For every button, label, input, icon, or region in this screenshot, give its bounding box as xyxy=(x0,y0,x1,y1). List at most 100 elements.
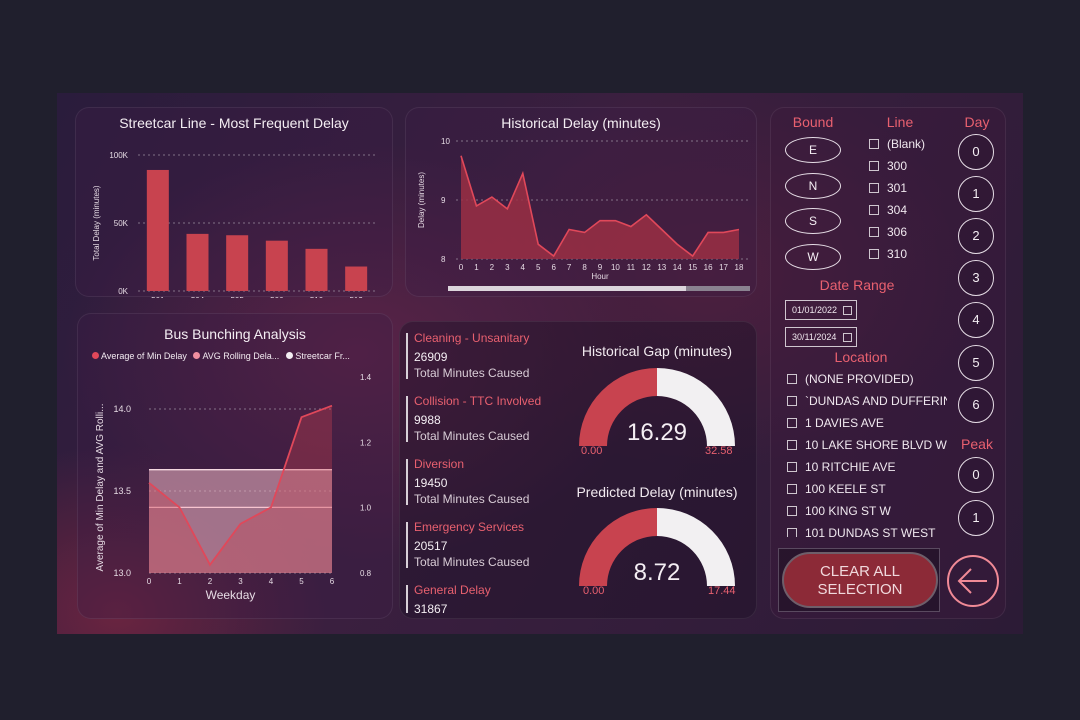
checkbox[interactable] xyxy=(869,183,879,193)
checkbox[interactable] xyxy=(787,440,797,450)
series-line xyxy=(460,155,740,258)
arrow-left-circle-icon[interactable] xyxy=(946,554,1000,608)
bound-option-n[interactable]: N xyxy=(785,173,841,199)
x-tick-label: 4 xyxy=(269,577,274,586)
date-end-input[interactable]: 30/11/2024 xyxy=(785,327,857,347)
panel-title: Bus Bunching Analysis xyxy=(164,326,306,342)
location-heading: Location xyxy=(834,349,888,365)
bound-option-e[interactable]: E xyxy=(785,137,841,163)
panel-title: Historical Delay (minutes) xyxy=(501,115,661,131)
x-tick-label: 3 xyxy=(238,577,243,586)
bound-option-s[interactable]: S xyxy=(785,208,841,234)
checkbox[interactable] xyxy=(787,506,797,516)
checkbox[interactable] xyxy=(869,139,879,149)
checkbox[interactable] xyxy=(787,462,797,472)
x-tick-label: 510 xyxy=(310,296,324,298)
x-tick-label: 512 xyxy=(349,296,363,298)
bar xyxy=(345,266,368,291)
clear-all-selection-button[interactable]: CLEAR ALL SELECTION xyxy=(782,552,938,608)
checkbox[interactable] xyxy=(787,418,797,428)
x-tick-label: 7 xyxy=(567,263,572,272)
incident-sub: Total Minutes Caused xyxy=(414,366,530,380)
legend-dot-icon xyxy=(92,352,99,359)
y-tick-label: 13.5 xyxy=(113,486,131,496)
x-tick-label: 504 xyxy=(191,296,205,298)
rolling-area xyxy=(149,469,332,573)
checkbox[interactable] xyxy=(869,161,879,171)
min-delay-line xyxy=(148,404,333,567)
divider xyxy=(406,333,408,379)
incident-value: 9988 xyxy=(414,413,441,427)
incident-sub: Total Minutes Caused xyxy=(414,492,530,506)
x-tick-label: 6 xyxy=(551,263,556,272)
x-tick-label: 0 xyxy=(147,577,152,586)
legend-item: Streetcar Fr... xyxy=(295,351,350,361)
y-tick-label: 10 xyxy=(441,137,450,146)
x-tick-label: 1 xyxy=(177,577,182,586)
x-tick-label: 14 xyxy=(673,263,682,272)
checkbox[interactable] xyxy=(869,205,879,215)
x-tick-label: 5 xyxy=(299,577,304,586)
bound-option-w[interactable]: W xyxy=(785,244,841,270)
day-option-6[interactable]: 6 xyxy=(958,387,994,423)
y2-tick-label: 1.2 xyxy=(360,438,372,447)
day-heading: Day xyxy=(964,114,990,130)
bar xyxy=(305,248,328,291)
day-option-2[interactable]: 2 xyxy=(958,218,994,254)
scrollbar-thumb[interactable] xyxy=(448,286,686,291)
bar xyxy=(265,240,288,291)
chart-legend: Average of Min Delay AVG Rolling Dela...… xyxy=(92,351,350,361)
day-option-5[interactable]: 5 xyxy=(958,345,994,381)
incident-name: Diversion xyxy=(414,457,465,471)
x-tick-label: 2 xyxy=(208,577,213,586)
peak-option-1[interactable]: 1 xyxy=(958,500,994,536)
x-tick-label: 18 xyxy=(735,263,744,272)
panel-title: Streetcar Line - Most Frequent Delay xyxy=(119,115,349,131)
streetcar-bar-chart: 100K 50K 0K Total Delay (minutes) 501 504 505 5… xyxy=(92,151,376,298)
date-start-input[interactable]: 01/01/2022 xyxy=(785,300,857,320)
legend-dot-icon xyxy=(193,352,201,359)
checkbox[interactable] xyxy=(787,396,797,406)
location-list[interactable]: (NONE PROVIDED) `DUNDAS AND DUFFERIN 1 D… xyxy=(787,372,947,537)
calendar-icon[interactable] xyxy=(843,306,852,315)
incident-value: 31867 xyxy=(414,602,448,613)
divider xyxy=(406,585,408,613)
incident-name: General Delay xyxy=(414,583,491,597)
checkbox[interactable] xyxy=(787,374,797,384)
day-option-0[interactable]: 0 xyxy=(958,134,994,170)
bar xyxy=(226,235,249,291)
date-range-heading: Date Range xyxy=(819,277,895,293)
divider xyxy=(406,522,408,568)
day-option-1[interactable]: 1 xyxy=(958,176,994,212)
checkbox[interactable] xyxy=(869,227,879,237)
checkbox[interactable] xyxy=(787,528,797,537)
y-tick-label: 14.0 xyxy=(113,404,131,414)
bound-heading: Bound xyxy=(792,114,834,130)
bar xyxy=(186,233,209,291)
historical-delay-panel: Historical Delay (minutes) 10 9 8 Delay (mi… xyxy=(405,107,757,297)
x-tick-label: 2 xyxy=(490,263,495,272)
bus-bunching-chart: 14.0 13.5 13.0 1.4 1.2 1.0 0.8 Average of Min D… xyxy=(95,373,372,602)
chart-scrollbar[interactable] xyxy=(448,286,750,291)
x-tick-label: 15 xyxy=(688,263,697,272)
y-axis-label: Delay (minutes) xyxy=(417,172,426,228)
x-tick-label: 501 xyxy=(151,296,165,298)
y-axis-label: Total Delay (minutes) xyxy=(92,185,101,260)
legend-dot-icon xyxy=(285,352,293,359)
calendar-icon[interactable] xyxy=(843,333,852,342)
checkbox[interactable] xyxy=(787,484,797,494)
gauge-min: 0.00 xyxy=(583,585,605,597)
x-tick-label: 10 xyxy=(611,263,620,272)
y-tick-label: 9 xyxy=(441,196,446,205)
historical-gap-title: Historical Gap (minutes) xyxy=(581,343,733,359)
day-option-4[interactable]: 4 xyxy=(958,302,994,338)
historical-gap-gauge: 16.29 xyxy=(579,368,735,446)
checkbox[interactable] xyxy=(869,249,879,259)
peak-option-0[interactable]: 0 xyxy=(958,457,994,493)
clear-label-line2: SELECTION xyxy=(817,581,903,598)
day-option-3[interactable]: 3 xyxy=(958,260,994,296)
gauge-fill xyxy=(579,368,657,446)
x-tick-label: 12 xyxy=(642,263,651,272)
gauge-min: 0.00 xyxy=(581,445,603,457)
